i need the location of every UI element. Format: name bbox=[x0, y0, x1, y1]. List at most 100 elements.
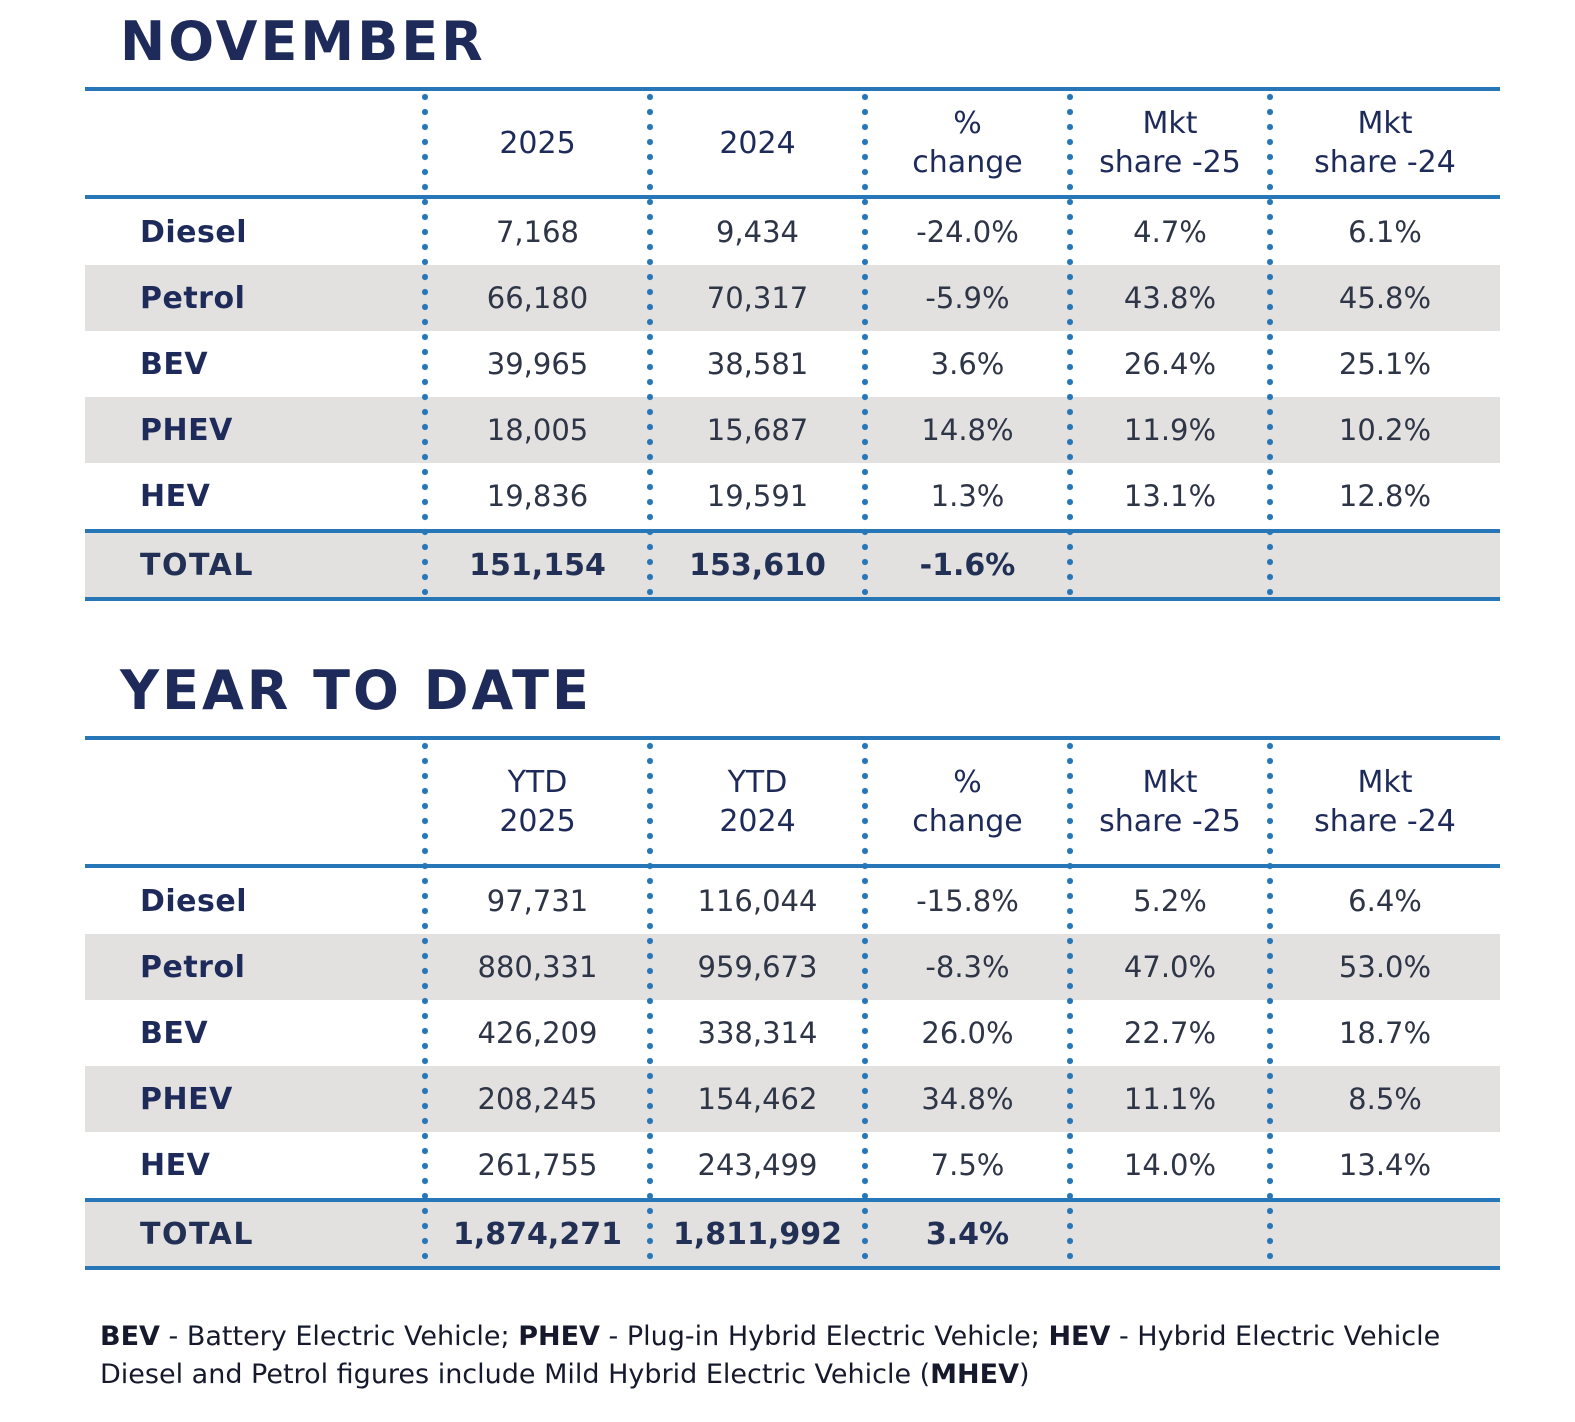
value-pct-change: 7.5% bbox=[930, 1148, 1005, 1182]
value-mkt-share-25: 26.4% bbox=[1123, 347, 1217, 381]
value-2025: 18,005 bbox=[486, 413, 589, 447]
value-mkt-share-25: 43.8% bbox=[1123, 281, 1217, 315]
value-ytd-2025: 1,874,271 bbox=[453, 1216, 622, 1252]
value-2024: 38,581 bbox=[706, 347, 809, 381]
row-label: Petrol bbox=[140, 280, 246, 316]
value-2025: 66,180 bbox=[486, 281, 589, 315]
november-title: NOVEMBER bbox=[120, 10, 486, 73]
column-divider-dots bbox=[862, 93, 868, 595]
horizontal-rule bbox=[85, 529, 1500, 533]
header-mkt-share-25: Mkt share -25 bbox=[1099, 765, 1241, 839]
header-ytd-2024: YTD 2024 bbox=[719, 765, 796, 839]
footnote: BEV - Battery Electric Vehicle; PHEV - P… bbox=[100, 1318, 1520, 1394]
value-ytd-2024: 243,499 bbox=[697, 1148, 818, 1182]
value-2024: 70,317 bbox=[706, 281, 809, 315]
value-mkt-share-24: 10.2% bbox=[1338, 413, 1432, 447]
value-mkt-share-24: 45.8% bbox=[1338, 281, 1432, 315]
column-divider-dots bbox=[647, 93, 653, 595]
value-mkt-share-25: 22.7% bbox=[1123, 1016, 1217, 1050]
value-pct-change: 1.3% bbox=[930, 479, 1005, 513]
value-pct-change: 14.8% bbox=[921, 413, 1014, 447]
ytd-table: YTD 2025 YTD 2024 % change Mkt share -25… bbox=[85, 736, 1500, 1270]
table-row-bev: BEV 39,965 38,581 3.6% 26.4% 25.1% bbox=[85, 331, 1500, 397]
value-ytd-2025: 880,331 bbox=[477, 950, 598, 984]
value-ytd-2025: 208,245 bbox=[477, 1082, 598, 1116]
november-header-row: 2025 2024 % change Mkt share -25 Mkt sha… bbox=[85, 91, 1500, 195]
header-mkt-share-24: Mkt share -24 bbox=[1314, 106, 1456, 180]
header-pct-change: % change bbox=[912, 765, 1023, 839]
row-label: BEV bbox=[140, 1015, 209, 1051]
horizontal-rule bbox=[85, 195, 1500, 199]
table-row-phev: PHEV 208,245 154,462 34.8% 11.1% 8.5% bbox=[85, 1066, 1500, 1132]
column-divider-dots bbox=[1067, 742, 1073, 1264]
value-mkt-share-24: 12.8% bbox=[1338, 479, 1432, 513]
table-row-hev: HEV 19,836 19,591 1.3% 13.1% 12.8% bbox=[85, 463, 1500, 529]
table-row-bev: BEV 426,209 338,314 26.0% 22.7% 18.7% bbox=[85, 1000, 1500, 1066]
header-mkt-share-24: Mkt share -24 bbox=[1314, 765, 1456, 839]
value-2025: 151,154 bbox=[469, 547, 606, 583]
column-divider-dots bbox=[1267, 93, 1273, 595]
header-mkt-share-25: Mkt share -25 bbox=[1099, 106, 1241, 180]
footnote-line-1: BEV - Battery Electric Vehicle; PHEV - P… bbox=[100, 1321, 1441, 1352]
value-2024: 15,687 bbox=[706, 413, 809, 447]
value-pct-change: 26.0% bbox=[921, 1016, 1014, 1050]
table-row-hev: HEV 261,755 243,499 7.5% 14.0% 13.4% bbox=[85, 1132, 1500, 1198]
value-mkt-share-24: 25.1% bbox=[1338, 347, 1432, 381]
header-pct-change: % change bbox=[912, 106, 1023, 180]
value-mkt-share-25: 47.0% bbox=[1123, 950, 1217, 984]
value-ytd-2024: 116,044 bbox=[697, 884, 818, 918]
value-mkt-share-24: 6.4% bbox=[1348, 884, 1422, 918]
column-divider-dots bbox=[1067, 93, 1073, 595]
value-2024: 9,434 bbox=[715, 215, 800, 249]
header-2024: 2024 bbox=[719, 125, 796, 161]
column-divider-dots bbox=[422, 93, 428, 595]
value-pct-change: 3.6% bbox=[930, 347, 1005, 381]
footnote-hev-abbr: HEV bbox=[1048, 1321, 1111, 1352]
value-ytd-2025: 426,209 bbox=[477, 1016, 598, 1050]
table-row-petrol: Petrol 880,331 959,673 -8.3% 47.0% 53.0% bbox=[85, 934, 1500, 1000]
horizontal-rule bbox=[85, 1266, 1500, 1270]
value-pct-change: -1.6% bbox=[919, 547, 1016, 583]
row-label: HEV bbox=[140, 1147, 211, 1183]
value-2025: 7,168 bbox=[495, 215, 580, 249]
header-ytd-2025: YTD 2025 bbox=[499, 765, 576, 839]
value-ytd-2025: 97,731 bbox=[486, 884, 589, 918]
row-label: HEV bbox=[140, 478, 211, 514]
value-2025: 19,836 bbox=[486, 479, 589, 513]
row-label: Petrol bbox=[140, 949, 246, 985]
value-pct-change: -8.3% bbox=[925, 950, 1010, 984]
table-row-phev: PHEV 18,005 15,687 14.8% 11.9% 10.2% bbox=[85, 397, 1500, 463]
ytd-title: YEAR TO DATE bbox=[120, 659, 592, 722]
horizontal-rule bbox=[85, 87, 1500, 91]
header-2025: 2025 bbox=[499, 125, 576, 161]
row-label: BEV bbox=[140, 346, 209, 382]
table-row-diesel: Diesel 97,731 116,044 -15.8% 5.2% 6.4% bbox=[85, 868, 1500, 934]
value-mkt-share-24: 6.1% bbox=[1348, 215, 1422, 249]
column-divider-dots bbox=[422, 742, 428, 1264]
row-label: Diesel bbox=[140, 883, 248, 919]
row-label: PHEV bbox=[140, 412, 233, 448]
value-pct-change: 34.8% bbox=[921, 1082, 1014, 1116]
row-label: Diesel bbox=[140, 214, 248, 250]
value-pct-change: -15.8% bbox=[916, 884, 1019, 918]
row-label: TOTAL bbox=[140, 547, 254, 583]
value-mkt-share-24: 8.5% bbox=[1348, 1082, 1422, 1116]
column-divider-dots bbox=[647, 742, 653, 1264]
value-ytd-2025: 261,755 bbox=[477, 1148, 598, 1182]
footnote-mhev-abbr: MHEV bbox=[930, 1358, 1019, 1390]
value-mkt-share-24: 53.0% bbox=[1338, 950, 1432, 984]
value-mkt-share-25: 4.7% bbox=[1133, 215, 1207, 249]
table-row-total: TOTAL 151,154 153,610 -1.6% bbox=[85, 533, 1500, 597]
horizontal-rule bbox=[85, 736, 1500, 740]
value-2024: 153,610 bbox=[689, 547, 826, 583]
value-ytd-2024: 338,314 bbox=[697, 1016, 818, 1050]
horizontal-rule bbox=[85, 864, 1500, 868]
value-mkt-share-24: 13.4% bbox=[1338, 1148, 1432, 1182]
column-divider-dots bbox=[862, 742, 868, 1264]
row-label: TOTAL bbox=[140, 1216, 254, 1252]
horizontal-rule bbox=[85, 1198, 1500, 1202]
horizontal-rule bbox=[85, 597, 1500, 601]
value-pct-change: 3.4% bbox=[925, 1216, 1010, 1252]
column-divider-dots bbox=[1267, 742, 1273, 1264]
value-mkt-share-25: 11.1% bbox=[1123, 1082, 1217, 1116]
